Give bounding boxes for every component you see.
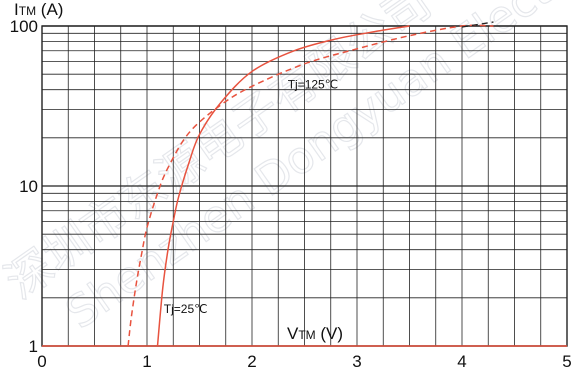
curve-label: Tj=125℃ [288,78,339,92]
curve-label: Tj=25℃ [164,302,208,316]
x-axis-label-unit: (V) [316,324,343,343]
watermark-text-cn: 深圳市东源电子有限公司 [0,0,441,310]
series-line-tj125 [127,24,494,347]
x-axis-label: VTM (V) [287,324,343,343]
y-tick-labels: 1 10 100 [10,17,38,356]
x-tick-label: 0 [37,352,46,371]
y-tick-label: 100 [10,17,38,36]
x-tick-label: 3 [352,352,361,371]
grid [41,25,568,347]
y-axis-label-sub: TM [19,4,36,18]
x-tick-label: 4 [457,352,466,371]
x-tick-label: 2 [247,352,256,371]
x-tick-labels: 0 1 2 3 4 5 [37,352,571,371]
x-axis-label-sub: TM [298,328,315,342]
series-group [127,21,494,347]
x-tick-label: 1 [142,352,151,371]
curve-annotations: Tj=125℃ Tj=25℃ [164,78,338,316]
plot-frame [41,25,568,347]
y-tick-label: 1 [29,337,38,356]
y-axis-label-unit: (A) [36,0,63,19]
y-tick-label: 10 [19,177,38,196]
y-axis-label: ITM (A) [14,0,63,19]
x-axis-label-main: V [287,324,299,343]
y-axis-label-main: I [14,0,19,19]
x-tick-label: 5 [562,352,571,371]
series-line-tj25 [156,25,410,347]
series-line-tj125-tail [461,21,494,28]
